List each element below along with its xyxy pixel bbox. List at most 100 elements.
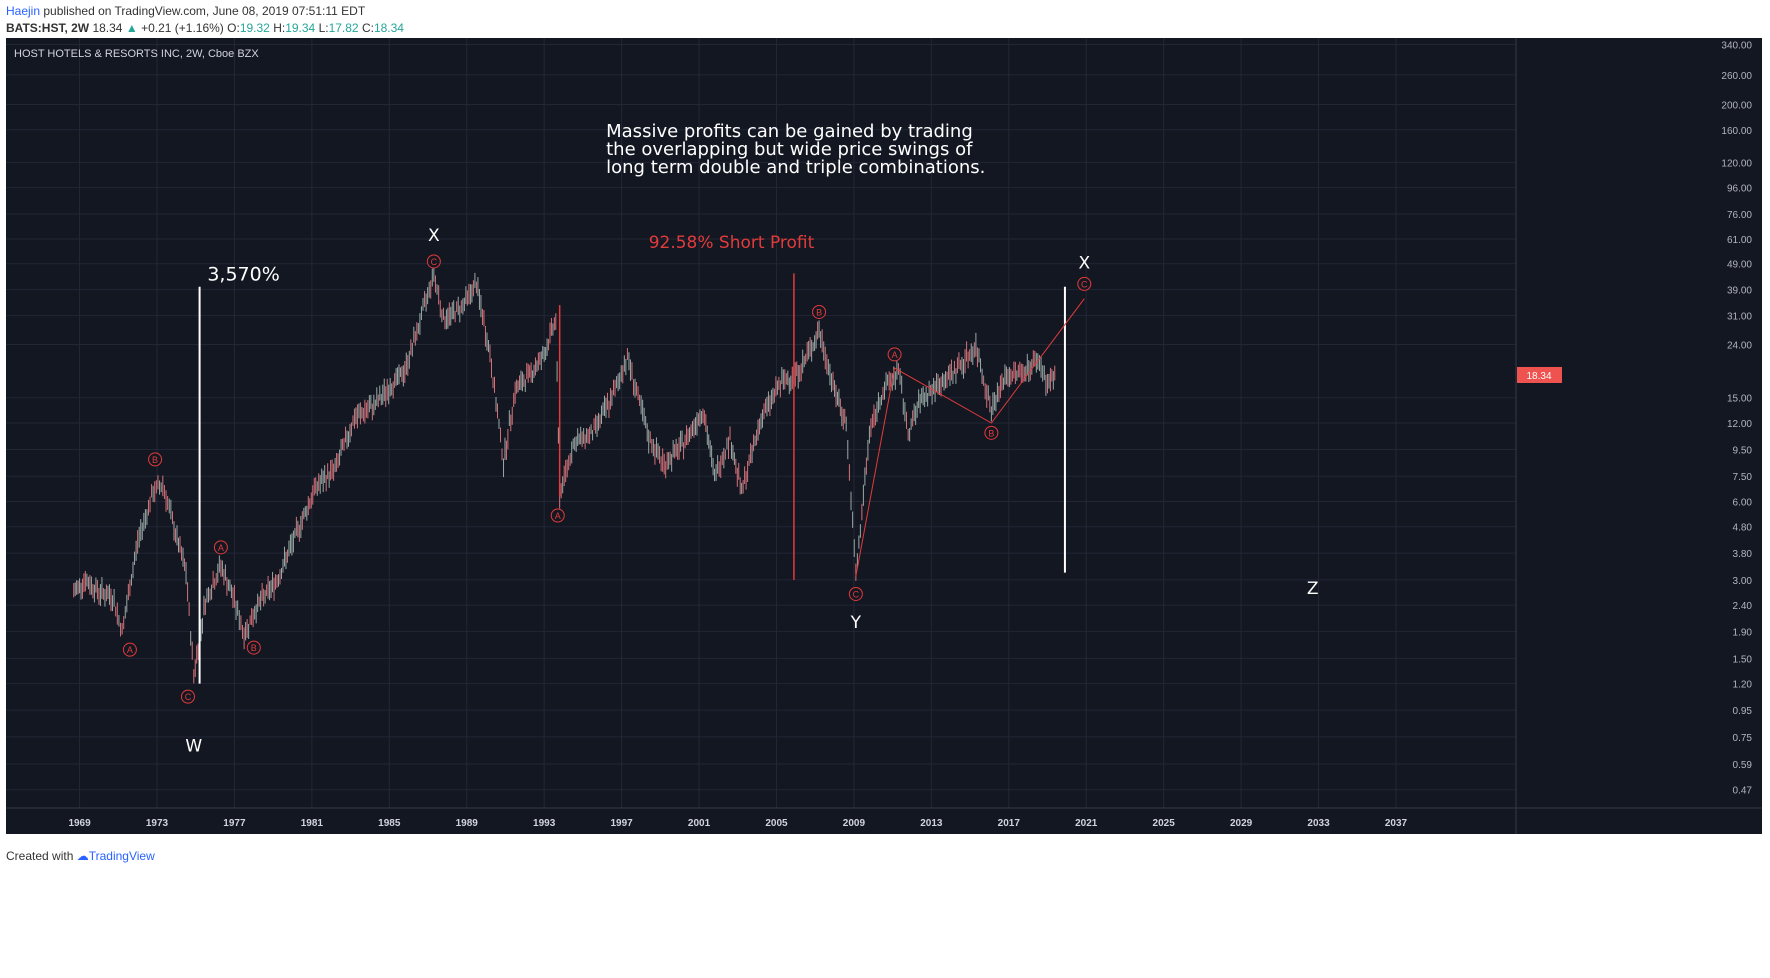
publish-info: Haejin published on TradingView.com, Jun… [6, 4, 365, 18]
y-tick-label: 160.00 [1721, 126, 1752, 137]
y-tick-label: 3.80 [1733, 549, 1753, 560]
symbol-info: BATS:HST, 2W 18.34 ▲ +0.21 (+1.16%) O:19… [6, 21, 404, 35]
y-tick-label: 49.00 [1727, 260, 1752, 271]
x-tick-label: 1989 [456, 818, 479, 829]
wave-letter: X [428, 226, 440, 246]
y-tick-label: 61.00 [1727, 235, 1752, 246]
wave-label-circle [148, 452, 163, 467]
wave-label-text: B [152, 455, 158, 465]
x-tick-label: 1997 [610, 818, 633, 829]
y-tick-label: 340.00 [1721, 40, 1752, 51]
y-tick-label: 96.00 [1727, 184, 1752, 195]
wave-label-text: A [555, 511, 561, 521]
wave-label-text: C [185, 692, 192, 702]
wave-label-text: C [431, 257, 438, 267]
wave-letter: Z [1307, 579, 1319, 599]
created-with-text: Created with [6, 849, 74, 863]
x-tick-label: 1981 [301, 818, 324, 829]
y-tick-label: 12.00 [1727, 419, 1752, 430]
y-tick-label: 260.00 [1721, 71, 1752, 82]
x-tick-label: 2013 [920, 818, 943, 829]
low-label: L: [318, 21, 329, 35]
note-line: long term double and triple combinations… [606, 157, 985, 178]
x-tick-label: 2029 [1230, 818, 1253, 829]
wave-letter: Y [850, 613, 862, 633]
x-tick-label: 1969 [68, 818, 91, 829]
wave-label-circle [984, 425, 999, 440]
wave-label-circle [1077, 276, 1092, 291]
y-tick-label: 6.00 [1733, 497, 1753, 508]
wave-label-circle [848, 586, 863, 601]
y-tick-label: 39.00 [1727, 286, 1752, 297]
x-tick-label: 2017 [998, 818, 1021, 829]
wave-projection-line [855, 298, 1085, 577]
wave-label-text: C [1081, 279, 1088, 289]
y-tick-label: 76.00 [1727, 210, 1752, 221]
low-value: 17.82 [328, 21, 359, 35]
author-link[interactable]: Haejin [6, 4, 41, 18]
y-tick-label: 1.50 [1733, 654, 1753, 665]
y-tick-label: 3.00 [1733, 576, 1753, 587]
wave-label-circle [180, 689, 195, 704]
x-tick-label: 2021 [1075, 818, 1098, 829]
wave-label-circle [887, 347, 902, 362]
x-tick-label: 2001 [688, 818, 711, 829]
high-value: 19.34 [285, 21, 316, 35]
y-tick-label: 0.75 [1733, 733, 1753, 744]
y-tick-label: 0.95 [1733, 706, 1753, 717]
close-value: 18.34 [373, 21, 404, 35]
footer: Created with ☁TradingView [6, 849, 155, 863]
wave-label-text: A [218, 543, 224, 553]
y-tick-label: 1.90 [1733, 628, 1753, 639]
last-price-tag-text: 18.34 [1526, 371, 1551, 382]
x-tick-label: 1973 [146, 818, 169, 829]
chart-title: HOST HOTELS & RESORTS INC, 2W, Cboe BZX [14, 48, 259, 60]
x-tick-label: 2025 [1153, 818, 1176, 829]
y-tick-label: 120.00 [1721, 158, 1752, 169]
y-tick-label: 31.00 [1727, 312, 1752, 323]
x-tick-label: 1985 [378, 818, 401, 829]
y-tick-label: 7.50 [1733, 472, 1753, 483]
x-tick-label: 2033 [1307, 818, 1330, 829]
tradingview-link[interactable]: TradingView [88, 849, 155, 863]
last-price: 18.34 [92, 21, 123, 35]
y-tick-label: 1.20 [1733, 680, 1753, 691]
up-arrow-icon: ▲ [125, 21, 138, 35]
y-tick-label: 0.59 [1733, 760, 1753, 771]
wave-label-circle [122, 642, 137, 657]
wave-label-circle [426, 254, 441, 269]
percent-gain-label: 3,570% [207, 264, 279, 286]
publish-text: published on TradingView.com, June 08, 2… [43, 4, 366, 18]
tradingview-logo-icon: ☁ [76, 849, 89, 863]
wave-letter: X [1078, 253, 1090, 273]
open-value: 19.32 [239, 21, 270, 35]
wave-label-text: C [853, 589, 860, 599]
y-tick-label: 4.80 [1733, 523, 1753, 534]
last-price-tag [1517, 366, 1562, 383]
wave-label-text: A [127, 645, 133, 655]
short-profit-label: 92.58% Short Profit [649, 233, 815, 253]
wave-label-circle [812, 304, 827, 319]
close-label: C: [361, 21, 374, 35]
high-label: H: [273, 21, 286, 35]
y-tick-label: 15.00 [1727, 394, 1752, 405]
note-line: Massive profits can be gained by trading [606, 121, 973, 142]
chart-background [6, 38, 1762, 834]
wave-label-text: B [988, 428, 994, 438]
price-chart[interactable]: 340.00 260.00 200.00 160.00 120.00 96.00 76.00… [6, 38, 1762, 834]
wave-label-text: B [251, 643, 257, 653]
chart-area[interactable]: 340.00 260.00 200.00 160.00 120.00 96.00 76.00… [6, 38, 1762, 834]
x-tick-label: 2005 [765, 818, 788, 829]
wave-label-circle [213, 540, 228, 555]
x-tick-label: 1993 [533, 818, 556, 829]
y-tick-label: 2.40 [1733, 601, 1753, 612]
wave-label-circle [246, 640, 261, 655]
open-label: O: [227, 21, 240, 35]
x-tick-label: 1977 [223, 818, 246, 829]
wave-label-text: B [816, 307, 822, 317]
price-change: +0.21 (+1.16%) [141, 21, 224, 35]
note-line: the overlapping but wide price swings of [606, 139, 973, 160]
y-tick-label: 9.50 [1733, 445, 1753, 456]
wave-letter: W [185, 736, 202, 756]
wave-label-text: A [892, 350, 898, 360]
